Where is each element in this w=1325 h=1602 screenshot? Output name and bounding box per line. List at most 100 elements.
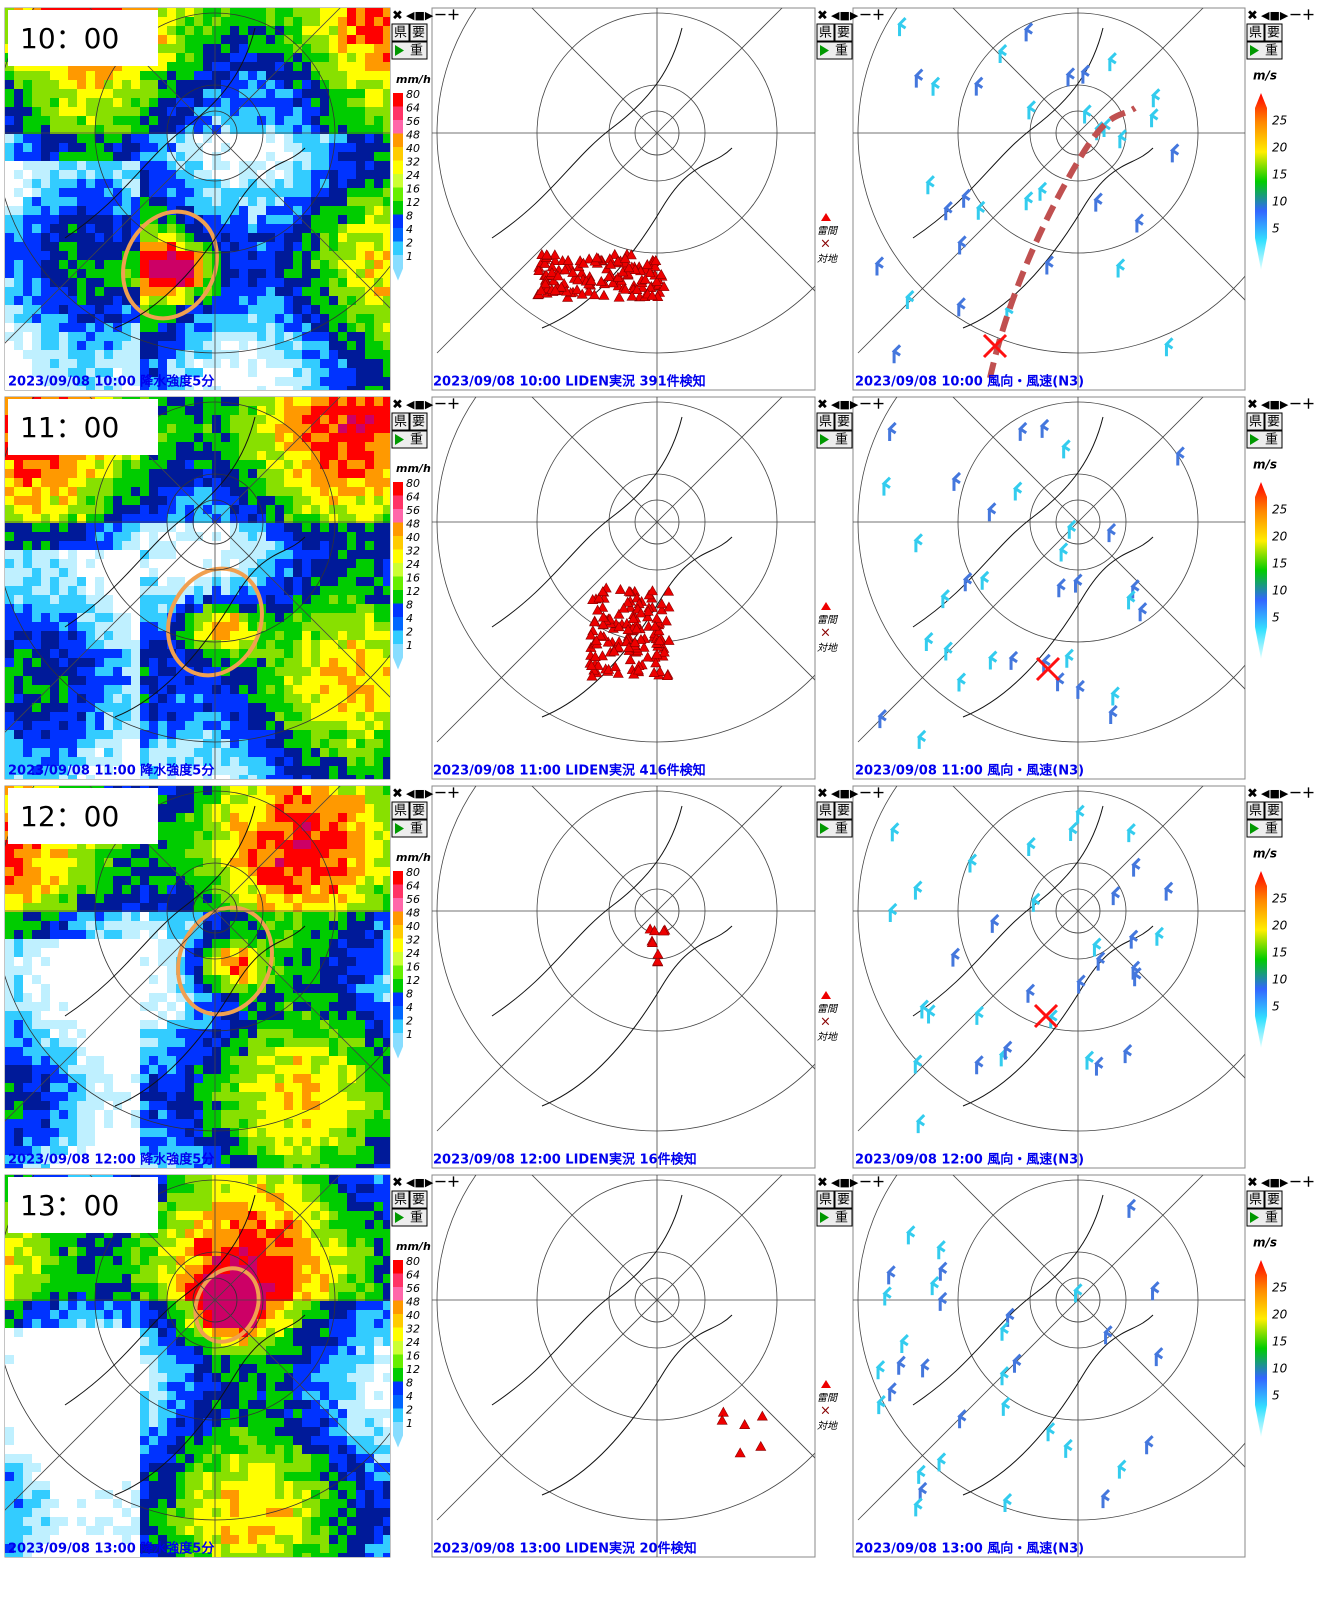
radar-cell [329, 804, 338, 813]
legend-swatch [393, 228, 403, 242]
radar-cell [275, 685, 284, 694]
radar-cell [23, 921, 32, 930]
radar-cell [347, 604, 356, 613]
legend-label: 10 [1272, 195, 1288, 209]
radar-cell [41, 631, 50, 640]
radar-cell [140, 460, 149, 469]
radar-cell [140, 242, 149, 251]
radar-cell [41, 487, 50, 496]
radar-cell [266, 80, 275, 89]
radar-cell [374, 152, 383, 161]
radar-cell [167, 840, 176, 849]
radar-cell [383, 822, 392, 831]
radar-cell [32, 712, 41, 721]
radar-cell [266, 188, 275, 197]
radar-cell [68, 649, 77, 658]
radar-cell [221, 80, 230, 89]
radar-cell [140, 478, 149, 487]
radar-cell [293, 667, 302, 676]
radar-cell [320, 921, 329, 930]
radar-cell [32, 206, 41, 215]
radar-cell [374, 640, 383, 649]
radar-cell [185, 532, 194, 541]
radar-cell [338, 215, 347, 224]
radar-cell [140, 496, 149, 505]
radar-cell [239, 858, 248, 867]
radar-cell [212, 397, 221, 406]
radar-cell [329, 406, 338, 415]
radar-cell [59, 107, 68, 116]
radar-cell [77, 314, 86, 323]
radar-cell [95, 469, 104, 478]
radar-cell [347, 667, 356, 676]
radar-cell [122, 586, 131, 595]
radar-cell [266, 478, 275, 487]
radar-cell [284, 206, 293, 215]
radar-cell [185, 269, 194, 278]
radar-cell [68, 89, 77, 98]
radar-cell [293, 912, 302, 921]
radar-cell [356, 912, 365, 921]
radar-cell [131, 685, 140, 694]
radar-cell [212, 523, 221, 532]
radar-cell [311, 107, 320, 116]
radar-cell [149, 116, 158, 125]
radar-cell [302, 849, 311, 858]
radar-cell [104, 496, 113, 505]
radar-cell [50, 152, 59, 161]
radar-cell [131, 161, 140, 170]
radar-cell [32, 134, 41, 143]
radar-cell [68, 505, 77, 514]
radar-cell [230, 170, 239, 179]
radar-cell [311, 215, 320, 224]
radar-cell [50, 667, 59, 676]
radar-cell [203, 795, 212, 804]
radar-cell [95, 323, 104, 332]
radar-cell [302, 894, 311, 903]
radar-cell [212, 206, 221, 215]
radar-cell [311, 8, 320, 17]
radar-cell [176, 152, 185, 161]
radar-cell [311, 206, 320, 215]
radar-cell [50, 116, 59, 125]
radar-cell [77, 116, 86, 125]
radar-cell [311, 813, 320, 822]
radar-cell [320, 631, 329, 640]
radar-cell [113, 143, 122, 152]
radar-cell [356, 179, 365, 188]
radar-cell [284, 532, 293, 541]
radar-cell [221, 296, 230, 305]
radar-cell [50, 595, 59, 604]
radar-cell [293, 831, 302, 840]
radar-cell [50, 867, 59, 876]
radar-cell [356, 451, 365, 460]
radar-cell [212, 804, 221, 813]
radar-cell [203, 397, 212, 406]
radar-cell [194, 613, 203, 622]
radar-cell [275, 62, 284, 71]
radar-cell [212, 822, 221, 831]
radar-cell [59, 568, 68, 577]
radar-cell [203, 658, 212, 667]
radar-cell [59, 523, 68, 532]
radar-cell [248, 107, 257, 116]
radar-cell [311, 703, 320, 712]
legend-unit: m/s [1253, 69, 1277, 83]
radar-cell [140, 849, 149, 858]
radar-cell [275, 80, 284, 89]
radar-cell [383, 804, 392, 813]
radar-cell [311, 287, 320, 296]
radar-cell [113, 721, 122, 730]
radar-cell [257, 640, 266, 649]
radar-cell [185, 822, 194, 831]
radar-cell [302, 478, 311, 487]
radar-cell [23, 359, 32, 368]
radar-cell [185, 604, 194, 613]
radar-cell [266, 460, 275, 469]
radar-cell [59, 658, 68, 667]
radar-cell [59, 305, 68, 314]
radar-cell [41, 622, 50, 631]
radar-cell [86, 568, 95, 577]
radar-cell [374, 604, 383, 613]
radar-cell [293, 8, 302, 17]
